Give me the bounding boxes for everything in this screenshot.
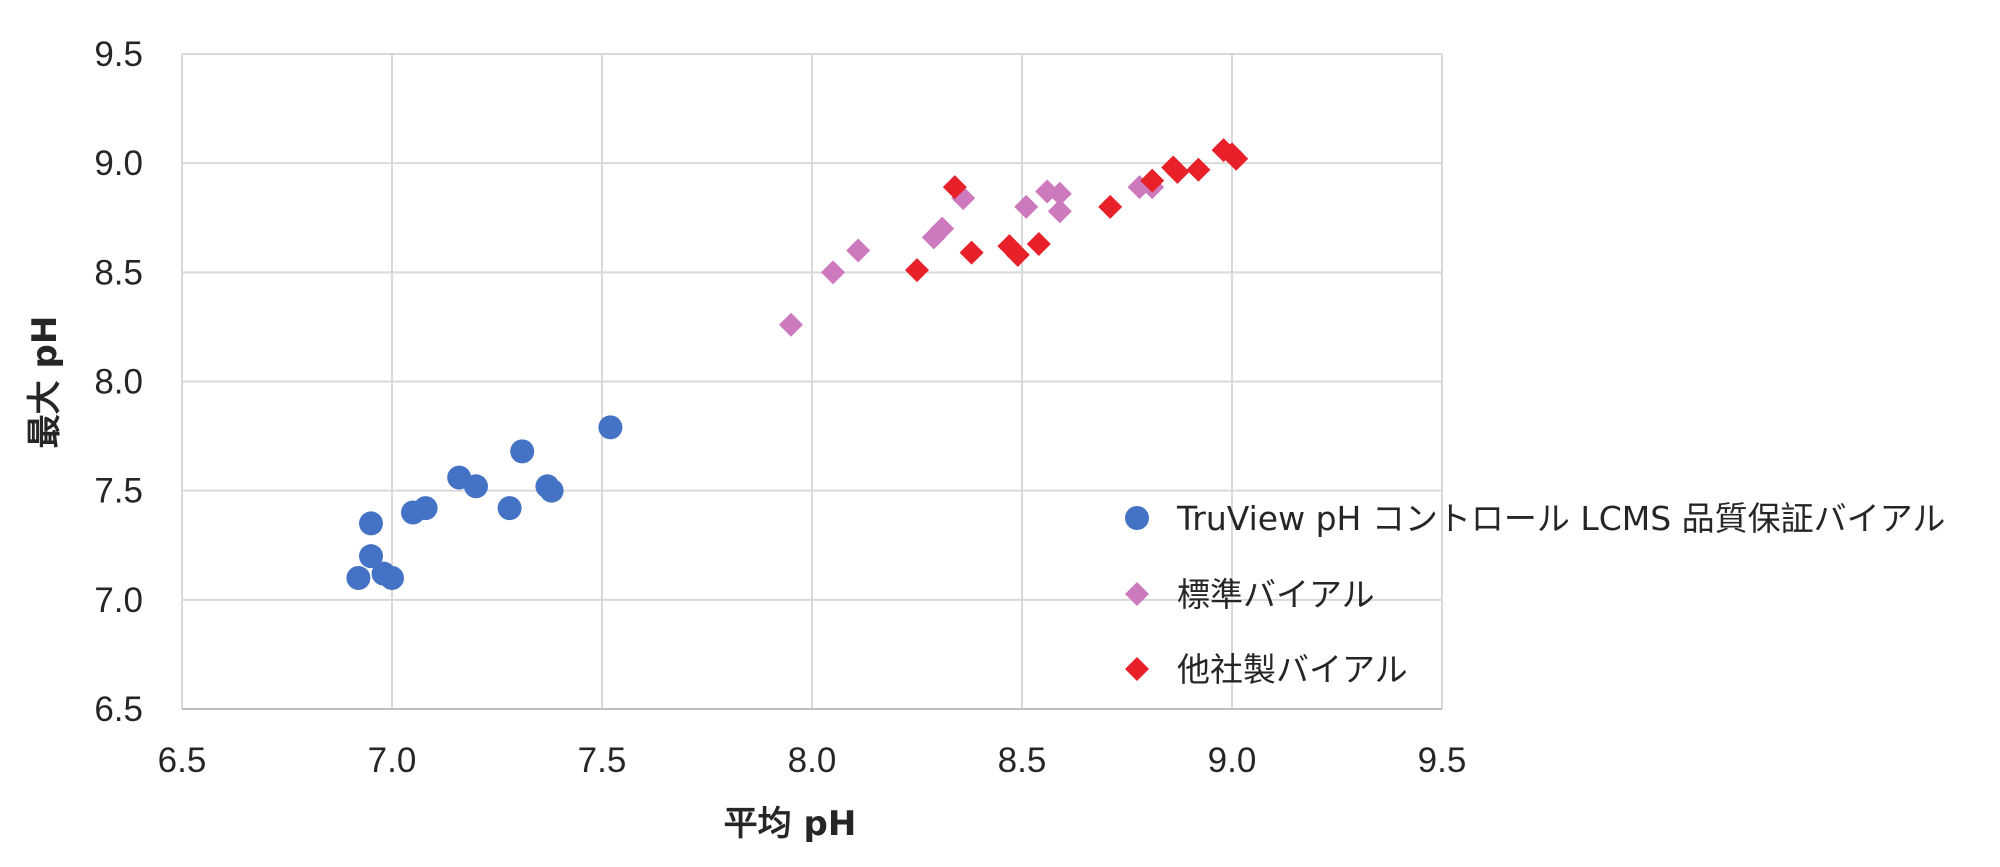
legend-entry-3: 他社製バイアル bbox=[1125, 650, 1408, 689]
data-point bbox=[380, 566, 404, 590]
y-axis-ticks: 6.5 7.0 7.5 8.0 8.5 9.0 9.5 bbox=[94, 35, 143, 729]
data-point bbox=[1186, 157, 1211, 182]
data-point bbox=[1026, 231, 1051, 256]
x-tick-label: 7.5 bbox=[578, 741, 627, 780]
legend-label: TruView pH コントロール LCMS 品質保証バイアル bbox=[1176, 499, 1945, 538]
x-tick-label: 9.0 bbox=[1208, 741, 1257, 780]
legend-entry-1: TruView pH コントロール LCMS 品質保証バイアル bbox=[1125, 499, 1945, 538]
data-point bbox=[539, 478, 564, 503]
data-points bbox=[346, 138, 1249, 590]
data-point bbox=[942, 175, 967, 200]
data-point bbox=[359, 544, 383, 569]
x-tick-label: 9.5 bbox=[1418, 741, 1467, 780]
series-1-points bbox=[346, 415, 623, 590]
data-point bbox=[1165, 159, 1190, 184]
legend-entry-2: 標準バイアル bbox=[1125, 575, 1375, 614]
y-tick-label: 6.5 bbox=[94, 690, 143, 729]
data-point bbox=[346, 566, 371, 590]
legend-label: 標準バイアル bbox=[1177, 575, 1375, 614]
data-point bbox=[959, 240, 984, 265]
data-point bbox=[930, 216, 955, 241]
y-tick-label: 9.0 bbox=[94, 144, 143, 183]
y-tick-label: 8.5 bbox=[94, 253, 143, 292]
y-tick-label: 7.5 bbox=[94, 472, 143, 511]
data-point bbox=[1224, 146, 1249, 171]
data-point bbox=[905, 258, 929, 283]
legend-marker bbox=[1125, 506, 1149, 530]
x-axis-title: 平均 pH bbox=[724, 804, 857, 844]
x-tick-label: 7.0 bbox=[368, 741, 417, 780]
y-tick-label: 8.0 bbox=[94, 363, 143, 402]
legend-marker bbox=[1125, 582, 1149, 606]
x-tick-label: 8.0 bbox=[788, 741, 837, 780]
x-tick-label: 8.5 bbox=[998, 741, 1047, 780]
data-point bbox=[846, 238, 871, 263]
legend-marker bbox=[1125, 657, 1149, 681]
y-tick-label: 7.0 bbox=[94, 581, 143, 620]
data-point bbox=[1014, 194, 1039, 219]
data-point bbox=[779, 312, 803, 337]
y-tick-label: 9.5 bbox=[94, 35, 143, 74]
legend: TruView pH コントロール LCMS 品質保証バイアル標準バイアル他社製… bbox=[1125, 499, 1945, 689]
legend-label: 他社製バイアル bbox=[1177, 650, 1408, 689]
data-point bbox=[598, 415, 623, 440]
data-point bbox=[1140, 168, 1165, 193]
data-point bbox=[464, 474, 488, 499]
x-tick-label: 6.5 bbox=[158, 741, 207, 780]
data-point bbox=[413, 496, 438, 521]
data-point bbox=[359, 511, 383, 536]
data-point bbox=[510, 439, 535, 464]
data-point bbox=[1047, 181, 1072, 206]
data-point bbox=[821, 260, 845, 285]
x-axis-ticks: 6.5 7.0 7.5 8.0 8.5 9.0 9.5 bbox=[158, 741, 1467, 780]
data-point bbox=[1098, 194, 1123, 219]
y-axis-title: 最大 pH bbox=[25, 316, 65, 449]
data-point bbox=[1005, 242, 1030, 267]
series-3-points bbox=[905, 138, 1249, 283]
data-point bbox=[1047, 199, 1072, 224]
data-point bbox=[497, 496, 522, 521]
